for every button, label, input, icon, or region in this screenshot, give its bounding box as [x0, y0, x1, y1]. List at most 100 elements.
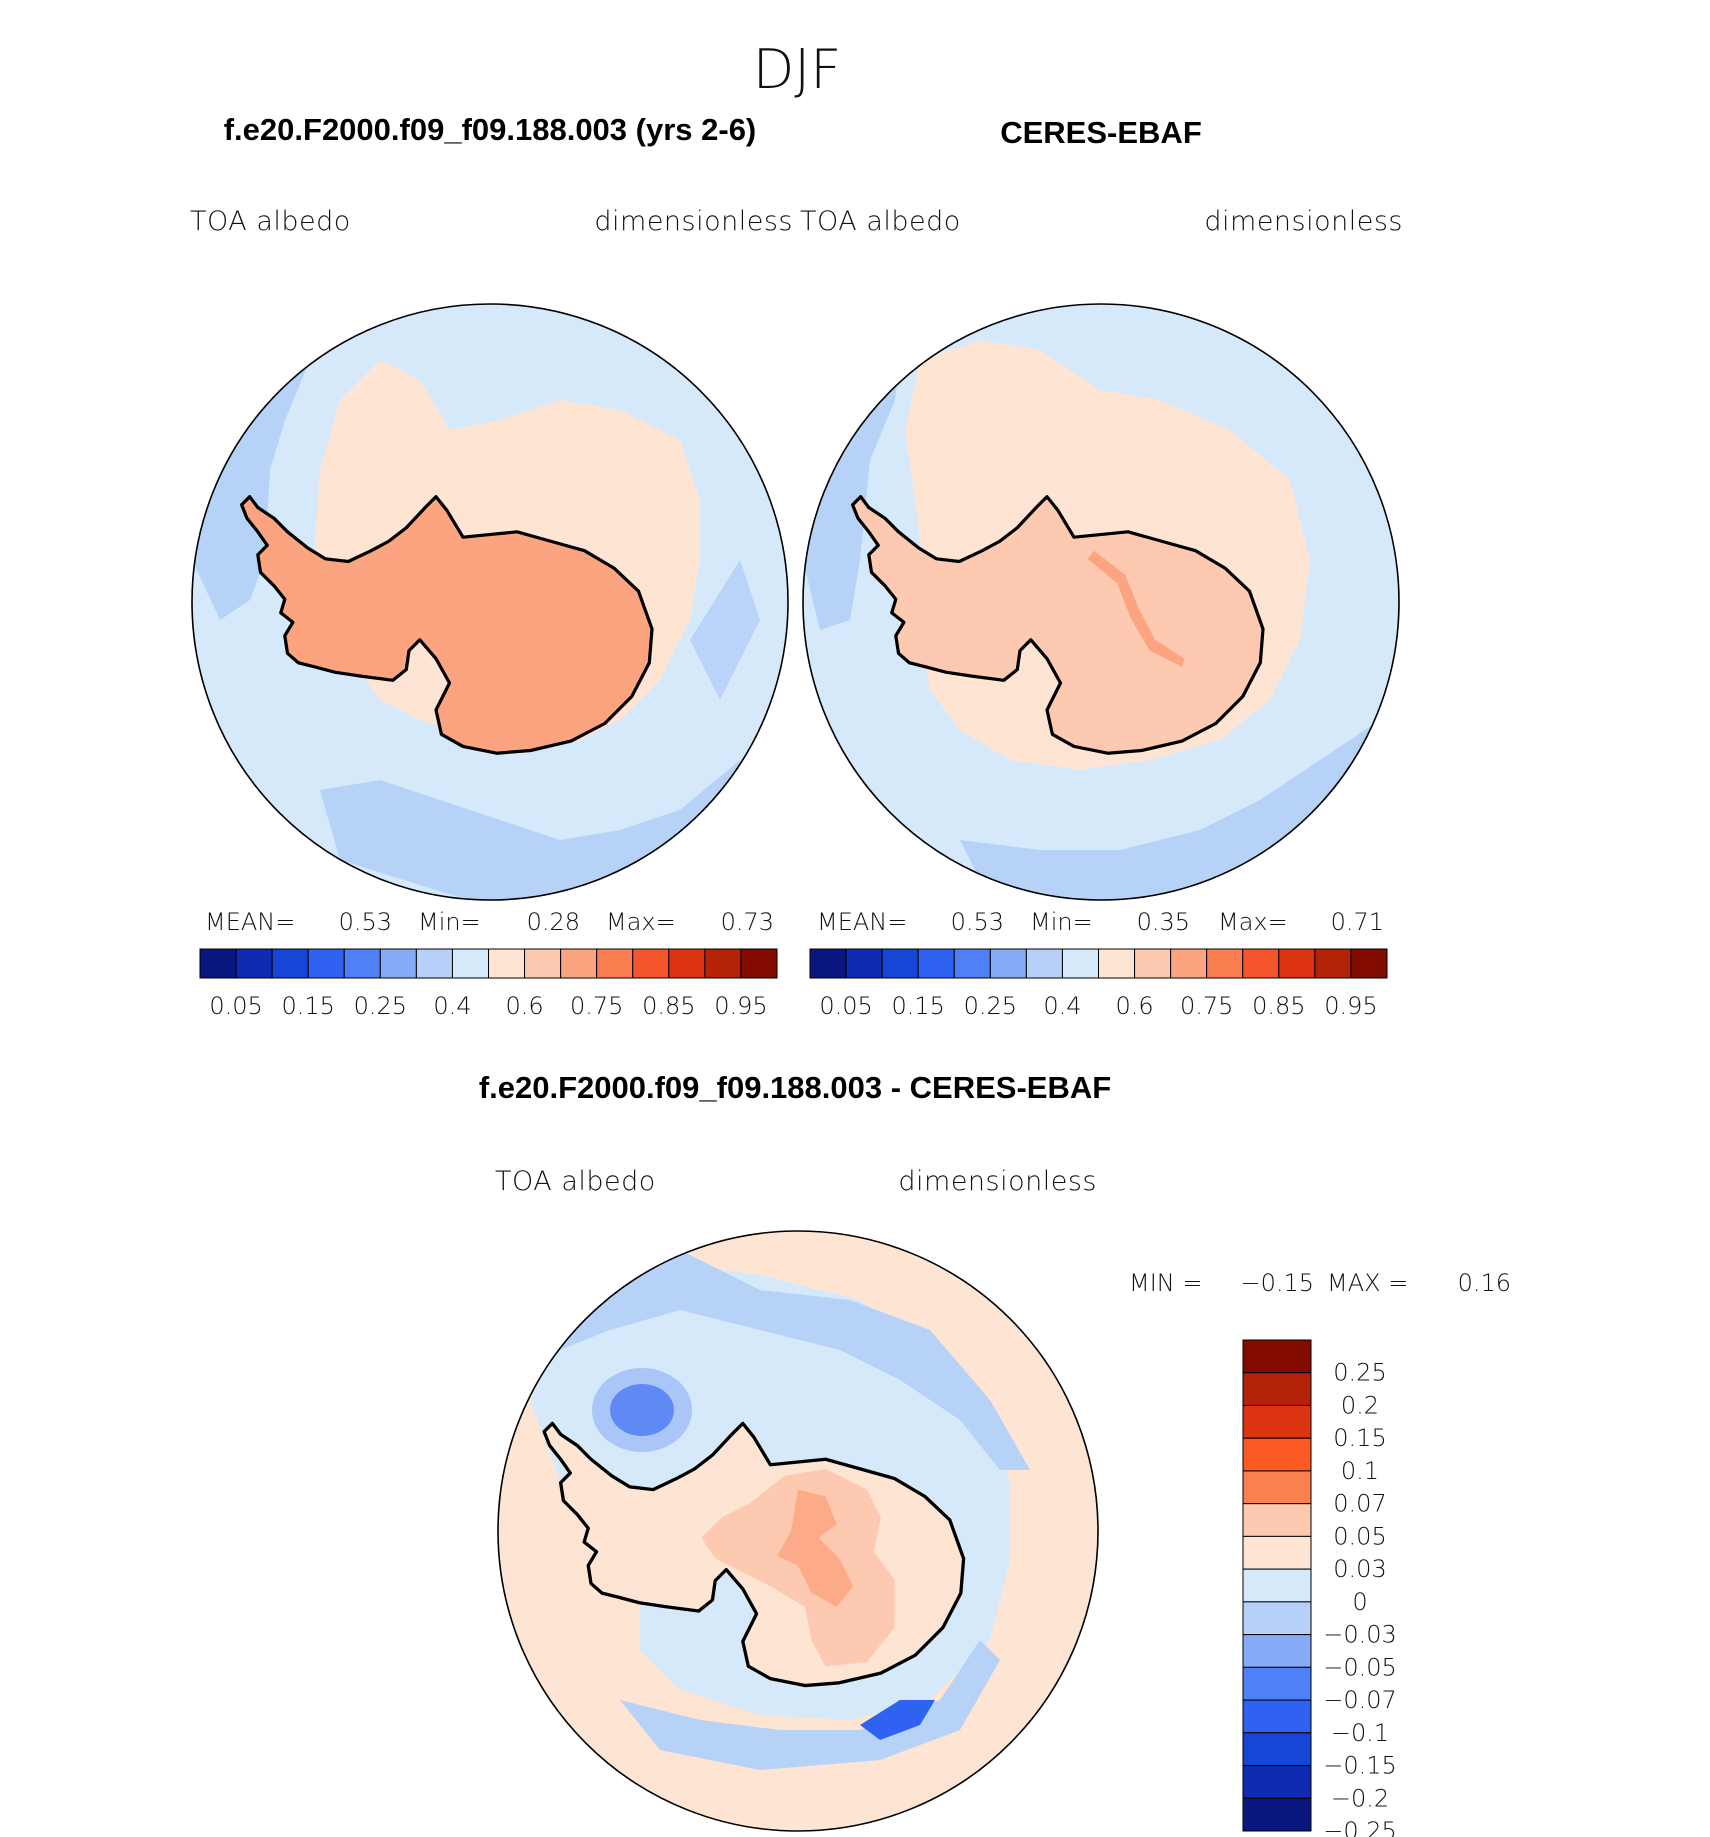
- obs-colorbar-tick-label: 0.95: [1324, 992, 1377, 1020]
- obs-colorbar-cell: [1314, 948, 1352, 979]
- diff-colorbar-cell: [1242, 1732, 1312, 1767]
- model-colorbar-cell: [560, 948, 598, 979]
- obs-colorbar-tick-label: 0.75: [1180, 992, 1233, 1020]
- diff-colorbar: 0.25 0.2 0.15 0.1 0.07 0.05 0.03 0 −0.03 −0.05 −0.…: [1242, 1339, 1397, 1837]
- obs-variable-label: TOA albedo: [800, 206, 961, 237]
- diff-colorbar-cell: [1242, 1699, 1312, 1734]
- obs-colorbar: 0.05 0.15 0.25 0.4 0.6 0.75 0.85 0.95: [809, 948, 1388, 1020]
- model-variable-label: TOA albedo: [190, 206, 351, 237]
- obs-units-label: dimensionless: [1204, 206, 1403, 237]
- model-colorbar-cell: [668, 948, 706, 979]
- diff-units-label: dimensionless: [898, 1166, 1097, 1197]
- model-colorbar-cell: [271, 948, 309, 979]
- obs-colorbar-tick-label: 0.05: [819, 992, 872, 1020]
- obs-max-label: Max=: [1218, 908, 1288, 936]
- model-colorbar-cell: [451, 948, 489, 979]
- model-colorbar-cell: [524, 948, 562, 979]
- model-max-label: Max=: [606, 908, 676, 936]
- model-colorbar-cell: [596, 948, 634, 979]
- model-colorbar-tick-label: 0.05: [209, 992, 262, 1020]
- obs-colorbar-cell: [1350, 948, 1388, 979]
- obs-map-rim: [802, 303, 1400, 901]
- diff-colorbar-cell: [1242, 1535, 1312, 1570]
- model-min-value: 0.28: [527, 908, 580, 936]
- model-colorbar-cell: [307, 948, 345, 979]
- model-case-title: f.e20.F2000.f09_f09.188.003 (yrs 2-6): [224, 112, 757, 147]
- diff-colorbar-cell: [1242, 1666, 1312, 1701]
- diff-colorbar-cell: [1242, 1470, 1312, 1505]
- diff-map: [497, 1230, 1099, 1832]
- obs-colorbar-cell: [989, 948, 1027, 979]
- obs-stats: MEAN= 0.53 Min= 0.35 Max= 0.71: [817, 908, 1384, 936]
- obs-low-albedo-west: [803, 360, 900, 630]
- diff-colorbar-tick-label: 0.1: [1341, 1457, 1379, 1485]
- model-colorbar-cell: [379, 948, 417, 979]
- diff-colorbar-tick-label: 0.03: [1333, 1555, 1386, 1583]
- obs-colorbar-tick-label: 0.6: [1115, 992, 1153, 1020]
- diff-colorbar-tick-label: −0.2: [1331, 1784, 1389, 1812]
- diff-variable-label: TOA albedo: [495, 1166, 656, 1197]
- model-colorbar-tick-label: 0.4: [433, 992, 471, 1020]
- obs-colorbar-cell: [1206, 948, 1244, 979]
- diff-colorbar-tick-label: −0.25: [1323, 1817, 1397, 1837]
- model-colorbar-tick-label: 0.6: [505, 992, 543, 1020]
- diff-colorbar-cell: [1242, 1437, 1312, 1472]
- diff-max-label: MAX =: [1327, 1269, 1408, 1297]
- obs-min-label: Min=: [1030, 908, 1093, 936]
- diff-colorbar-cell: [1242, 1634, 1312, 1668]
- diff-negative-spot-halo: [592, 1368, 692, 1452]
- diff-colorbar-tick-label: 0: [1352, 1588, 1367, 1616]
- model-low-albedo-southeast: [690, 560, 760, 700]
- diff-negative-belt-south: [620, 1640, 1000, 1770]
- diff-negative-streak-south: [860, 1700, 935, 1740]
- model-mean-label: MEAN=: [205, 908, 295, 936]
- model-colorbar: 0.05 0.15 0.25 0.4 0.6 0.75 0.85 0.95: [199, 948, 778, 1020]
- obs-map: [802, 303, 1400, 901]
- model-colorbar-cell: [632, 948, 670, 979]
- model-colorbar-tick-label: 0.25: [354, 992, 407, 1020]
- obs-colorbar-cell: [1134, 948, 1172, 979]
- diff-colorbar-tick-label: −0.15: [1323, 1752, 1397, 1780]
- diff-min-value: −0.15: [1240, 1269, 1314, 1297]
- diff-colorbar-cell: [1242, 1372, 1312, 1406]
- model-colorbar-cell: [415, 948, 453, 979]
- model-stats: MEAN= 0.53 Min= 0.28 Max= 0.73: [205, 908, 774, 936]
- diff-map-rim: [497, 1230, 1099, 1832]
- obs-colorbar-cell: [1025, 948, 1063, 979]
- model-colorbar-cell: [343, 948, 381, 979]
- diff-colorbar-tick-label: 0.2: [1341, 1391, 1379, 1419]
- obs-max-value: 0.71: [1331, 908, 1384, 936]
- obs-case-title: CERES-EBAF: [1000, 115, 1202, 150]
- model-colorbar-cell: [704, 948, 742, 979]
- diff-stats: MIN = −0.15 MAX = 0.16: [1129, 1269, 1511, 1297]
- diff-colorbar-tick-label: 0.05: [1333, 1522, 1386, 1550]
- model-map: [191, 303, 789, 901]
- obs-colorbar-cell: [881, 948, 919, 979]
- model-colorbar-cell: [199, 948, 237, 979]
- model-colorbar-cell: [488, 948, 526, 979]
- obs-colorbar-cell: [1061, 948, 1099, 979]
- model-min-label: Min=: [418, 908, 481, 936]
- model-colorbar-tick-label: 0.75: [570, 992, 623, 1020]
- diff-colorbar-tick-label: −0.07: [1323, 1686, 1397, 1714]
- obs-min-value: 0.35: [1137, 908, 1190, 936]
- model-colorbar-tick-label: 0.95: [714, 992, 767, 1020]
- obs-colorbar-cell: [1242, 948, 1280, 979]
- model-low-albedo-west: [192, 335, 310, 620]
- diff-colorbar-tick-label: −0.03: [1323, 1621, 1397, 1649]
- model-colorbar-tick-label: 0.15: [281, 992, 334, 1020]
- model-max-value: 0.73: [721, 908, 774, 936]
- season-title: DJF: [753, 38, 842, 101]
- diff-colorbar-cell: [1242, 1568, 1312, 1603]
- obs-colorbar-cell: [845, 948, 883, 979]
- diff-colorbar-cell: [1242, 1503, 1312, 1537]
- diff-colorbar-tick-label: 0.25: [1333, 1359, 1386, 1387]
- diff-colorbar-tick-label: −0.05: [1323, 1653, 1397, 1681]
- model-map-rim: [191, 303, 789, 901]
- diff-positive-interior: [701, 1468, 895, 1667]
- model-colorbar-tick-label: 0.85: [642, 992, 695, 1020]
- model-colorbar-cell: [235, 948, 273, 979]
- obs-colorbar-tick-label: 0.25: [964, 992, 1017, 1020]
- obs-colorbar-tick-label: 0.4: [1043, 992, 1081, 1020]
